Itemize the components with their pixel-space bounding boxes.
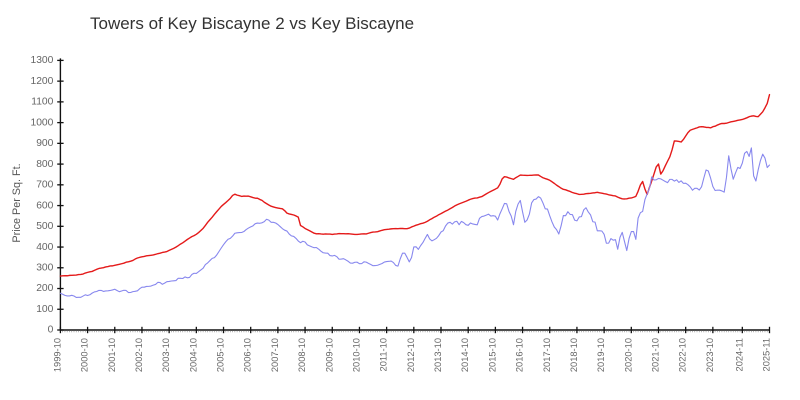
svg-text:800: 800 — [36, 159, 53, 170]
svg-text:200: 200 — [36, 283, 53, 294]
svg-text:2007-10: 2007-10 — [270, 338, 280, 372]
svg-text:2023-10: 2023-10 — [705, 338, 715, 372]
svg-text:2002-10: 2002-10 — [134, 338, 144, 372]
svg-text:2012-10: 2012-10 — [406, 338, 416, 372]
svg-text:2020-10: 2020-10 — [623, 338, 633, 372]
svg-text:700: 700 — [36, 180, 53, 191]
svg-text:1000: 1000 — [30, 117, 53, 128]
svg-text:900: 900 — [36, 138, 53, 149]
svg-text:600: 600 — [36, 200, 53, 211]
svg-text:2015-10: 2015-10 — [487, 338, 497, 372]
svg-text:2005-10: 2005-10 — [216, 338, 226, 372]
svg-text:400: 400 — [36, 242, 53, 253]
svg-text:2013-10: 2013-10 — [433, 338, 443, 372]
svg-text:1999-10: 1999-10 — [52, 338, 62, 372]
svg-text:2004-10: 2004-10 — [188, 338, 198, 372]
svg-text:2017-10: 2017-10 — [542, 338, 552, 372]
svg-text:0: 0 — [48, 325, 54, 336]
svg-text:2021-10: 2021-10 — [650, 338, 660, 372]
svg-text:1100: 1100 — [31, 97, 53, 108]
svg-text:2024-11: 2024-11 — [734, 338, 744, 371]
svg-text:2019-10: 2019-10 — [596, 338, 606, 372]
svg-text:2018-10: 2018-10 — [569, 338, 579, 372]
svg-text:2011-10: 2011-10 — [379, 338, 389, 371]
svg-text:2000-10: 2000-10 — [80, 338, 90, 372]
svg-text:2003-10: 2003-10 — [161, 338, 171, 372]
svg-text:2025-11: 2025-11 — [762, 338, 772, 371]
svg-text:2006-10: 2006-10 — [243, 338, 253, 372]
svg-text:1200: 1200 — [30, 76, 53, 87]
svg-text:2009-10: 2009-10 — [324, 338, 334, 372]
svg-text:2022-10: 2022-10 — [678, 338, 688, 372]
svg-text:2014-10: 2014-10 — [460, 338, 470, 372]
svg-text:500: 500 — [36, 221, 53, 232]
svg-text:300: 300 — [36, 262, 53, 273]
svg-text:1300: 1300 — [30, 55, 53, 66]
svg-text:2016-10: 2016-10 — [515, 338, 525, 372]
svg-text:100: 100 — [36, 304, 53, 315]
svg-text:2008-10: 2008-10 — [297, 338, 307, 372]
svg-text:2001-10: 2001-10 — [107, 338, 117, 372]
svg-text:2010-10: 2010-10 — [351, 338, 361, 372]
